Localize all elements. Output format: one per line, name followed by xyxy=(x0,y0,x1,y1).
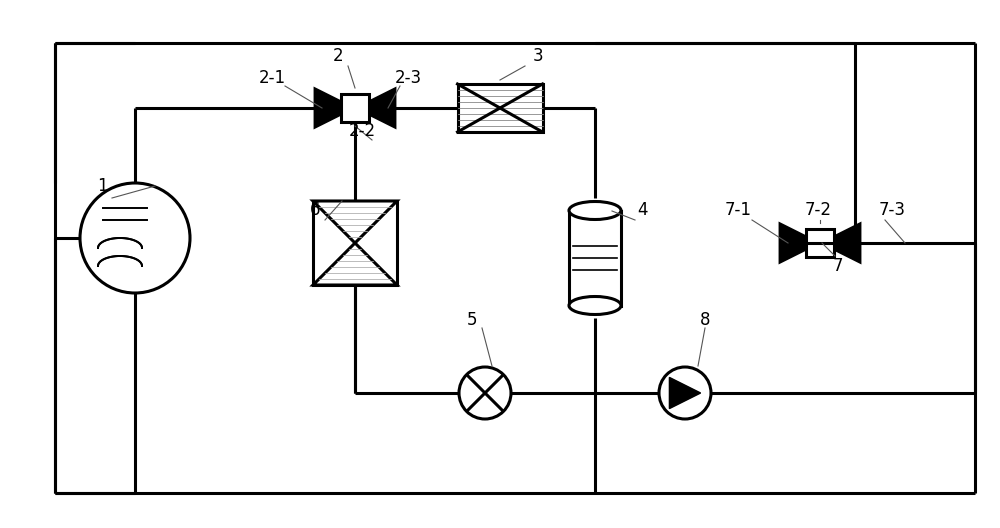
Text: 8: 8 xyxy=(700,311,710,329)
Bar xyxy=(569,211,621,306)
Text: 7-1: 7-1 xyxy=(724,201,752,219)
Text: 6: 6 xyxy=(310,201,320,219)
Bar xyxy=(313,201,397,285)
Polygon shape xyxy=(357,89,395,127)
Text: 7-2: 7-2 xyxy=(804,201,832,219)
Bar xyxy=(458,84,542,132)
Bar xyxy=(341,94,369,122)
Text: 5: 5 xyxy=(467,311,477,329)
Polygon shape xyxy=(822,224,860,262)
Ellipse shape xyxy=(569,202,621,220)
Text: 2-3: 2-3 xyxy=(394,69,422,87)
Polygon shape xyxy=(315,89,353,127)
Text: 2: 2 xyxy=(333,47,343,65)
Polygon shape xyxy=(313,201,397,243)
Text: 2-1: 2-1 xyxy=(258,69,286,87)
Text: 7: 7 xyxy=(833,257,843,275)
Text: 4: 4 xyxy=(637,201,647,219)
Text: 3: 3 xyxy=(533,47,543,65)
Text: 7-3: 7-3 xyxy=(879,201,906,219)
Text: 1: 1 xyxy=(97,177,107,195)
Bar xyxy=(806,229,834,257)
Polygon shape xyxy=(669,378,701,409)
Polygon shape xyxy=(313,243,397,285)
Ellipse shape xyxy=(569,297,621,315)
Polygon shape xyxy=(780,224,818,262)
Text: 2-2: 2-2 xyxy=(348,122,376,140)
